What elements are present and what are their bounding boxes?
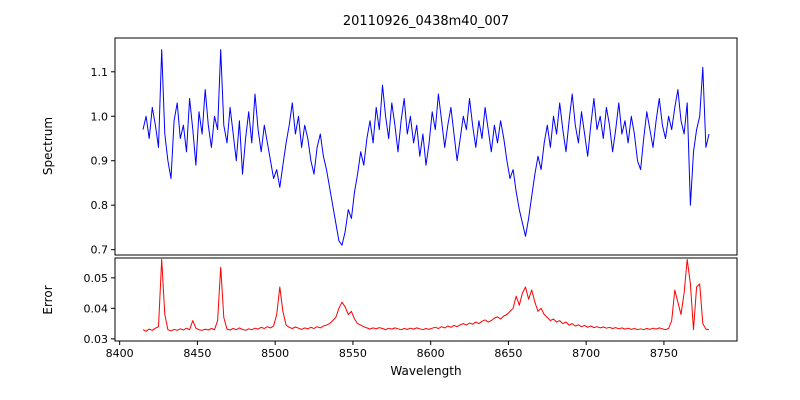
x-tick-label: 8450 — [183, 347, 211, 360]
y-tick-label: 1.1 — [91, 66, 109, 79]
x-tick-label: 8550 — [339, 347, 367, 360]
x-tick-label: 8700 — [572, 347, 600, 360]
x-tick-label: 8500 — [261, 347, 289, 360]
spectrum-line — [142, 49, 710, 246]
x-tick-label: 8650 — [494, 347, 522, 360]
y-tick-label: 0.03 — [84, 333, 109, 346]
y-tick-label: 0.7 — [91, 244, 109, 257]
chart-title: 20110926_0438m40_007 — [342, 14, 510, 29]
x-axis-label: Wavelength — [390, 364, 462, 378]
y-tick-label: 0.04 — [84, 302, 109, 315]
y-tick-label: 1.0 — [91, 110, 109, 123]
x-tick-label: 8600 — [417, 347, 445, 360]
error-axes-frame — [114, 257, 738, 342]
spectrum-axes-frame — [114, 37, 738, 256]
y-tick-label: 0.8 — [91, 199, 109, 212]
y-tick-label: 0.05 — [84, 272, 109, 285]
x-tick-label: 8750 — [650, 347, 678, 360]
x-tick-label: 8400 — [106, 347, 134, 360]
y-tick-label: 0.9 — [91, 155, 109, 168]
spectrum-axis-label: Spectrum — [41, 116, 55, 176]
error-axis-label: Error — [41, 285, 55, 315]
error-line — [142, 259, 710, 332]
